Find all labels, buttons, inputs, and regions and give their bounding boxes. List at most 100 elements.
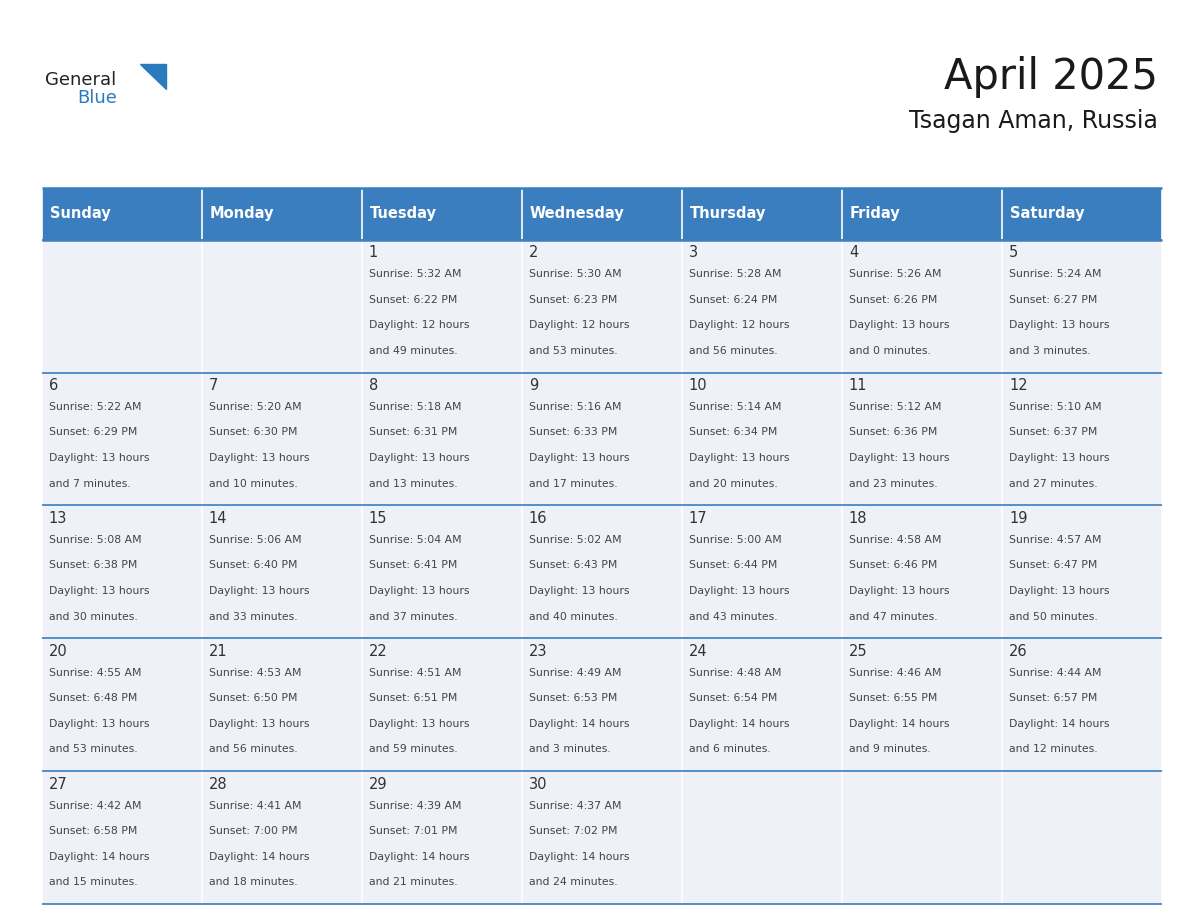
- Text: Friday: Friday: [851, 207, 901, 221]
- Bar: [522, 240, 682, 373]
- Text: Sunset: 6:31 PM: Sunset: 6:31 PM: [368, 428, 457, 438]
- Text: Sunrise: 5:08 AM: Sunrise: 5:08 AM: [49, 535, 141, 544]
- Text: 19: 19: [1009, 511, 1028, 526]
- Text: Sunrise: 4:37 AM: Sunrise: 4:37 AM: [529, 800, 621, 811]
- Text: Sunset: 6:37 PM: Sunset: 6:37 PM: [1009, 428, 1098, 438]
- Text: Monday: Monday: [210, 207, 274, 221]
- Text: 3: 3: [689, 245, 699, 260]
- Bar: [522, 373, 682, 506]
- Text: and 0 minutes.: and 0 minutes.: [849, 346, 930, 355]
- Text: and 3 minutes.: and 3 minutes.: [1009, 346, 1091, 355]
- Text: Sunset: 6:27 PM: Sunset: 6:27 PM: [1009, 295, 1098, 305]
- Bar: [1001, 771, 1162, 904]
- Bar: [682, 638, 842, 771]
- Text: Sunset: 6:23 PM: Sunset: 6:23 PM: [529, 295, 618, 305]
- Bar: [842, 373, 1001, 506]
- Text: Sunrise: 4:57 AM: Sunrise: 4:57 AM: [1009, 535, 1101, 544]
- Text: Sunrise: 5:14 AM: Sunrise: 5:14 AM: [689, 402, 782, 412]
- Text: Sunrise: 5:28 AM: Sunrise: 5:28 AM: [689, 269, 782, 279]
- Text: and 12 minutes.: and 12 minutes.: [1009, 744, 1098, 755]
- Text: and 53 minutes.: and 53 minutes.: [529, 346, 618, 355]
- Text: Sunset: 6:54 PM: Sunset: 6:54 PM: [689, 693, 777, 703]
- Text: Sunset: 6:57 PM: Sunset: 6:57 PM: [1009, 693, 1098, 703]
- Text: 10: 10: [689, 378, 708, 393]
- Text: Daylight: 14 hours: Daylight: 14 hours: [529, 719, 630, 729]
- Bar: [682, 506, 842, 638]
- Text: Daylight: 13 hours: Daylight: 13 hours: [368, 453, 469, 463]
- Text: and 24 minutes.: and 24 minutes.: [529, 878, 618, 888]
- Text: Daylight: 13 hours: Daylight: 13 hours: [209, 719, 309, 729]
- Bar: [202, 638, 361, 771]
- Text: and 53 minutes.: and 53 minutes.: [49, 744, 138, 755]
- Text: Sunrise: 4:39 AM: Sunrise: 4:39 AM: [368, 800, 461, 811]
- Text: Daylight: 14 hours: Daylight: 14 hours: [849, 719, 949, 729]
- Text: and 18 minutes.: and 18 minutes.: [209, 878, 297, 888]
- Text: Daylight: 13 hours: Daylight: 13 hours: [209, 586, 309, 596]
- Text: Sunrise: 4:53 AM: Sunrise: 4:53 AM: [209, 667, 302, 677]
- Text: Daylight: 14 hours: Daylight: 14 hours: [1009, 719, 1110, 729]
- Text: Sunset: 6:43 PM: Sunset: 6:43 PM: [529, 560, 618, 570]
- Text: Sunrise: 5:24 AM: Sunrise: 5:24 AM: [1009, 269, 1101, 279]
- Text: and 17 minutes.: and 17 minutes.: [529, 478, 618, 488]
- Text: Sunrise: 4:55 AM: Sunrise: 4:55 AM: [49, 667, 141, 677]
- Text: Sunset: 6:24 PM: Sunset: 6:24 PM: [689, 295, 777, 305]
- Text: Sunset: 6:30 PM: Sunset: 6:30 PM: [209, 428, 297, 438]
- Bar: [682, 240, 842, 373]
- Text: Daylight: 14 hours: Daylight: 14 hours: [49, 852, 150, 862]
- Text: Daylight: 13 hours: Daylight: 13 hours: [368, 586, 469, 596]
- Text: Daylight: 13 hours: Daylight: 13 hours: [689, 453, 789, 463]
- Bar: [361, 373, 522, 506]
- Text: Daylight: 13 hours: Daylight: 13 hours: [689, 586, 789, 596]
- Text: Daylight: 13 hours: Daylight: 13 hours: [849, 586, 949, 596]
- Bar: [682, 771, 842, 904]
- Text: 4: 4: [849, 245, 858, 260]
- Text: 28: 28: [209, 777, 227, 792]
- Text: 25: 25: [849, 644, 867, 659]
- Text: 18: 18: [849, 511, 867, 526]
- Bar: [361, 240, 522, 373]
- Text: Sunrise: 5:16 AM: Sunrise: 5:16 AM: [529, 402, 621, 412]
- Text: Daylight: 13 hours: Daylight: 13 hours: [529, 586, 630, 596]
- Text: Sunrise: 4:41 AM: Sunrise: 4:41 AM: [209, 800, 302, 811]
- Bar: [522, 771, 682, 904]
- Text: Thursday: Thursday: [690, 207, 766, 221]
- Text: and 56 minutes.: and 56 minutes.: [689, 346, 777, 355]
- Text: and 40 minutes.: and 40 minutes.: [529, 611, 618, 621]
- Text: Sunrise: 5:04 AM: Sunrise: 5:04 AM: [368, 535, 461, 544]
- Text: 8: 8: [368, 378, 378, 393]
- Text: Daylight: 12 hours: Daylight: 12 hours: [368, 320, 469, 330]
- Text: and 59 minutes.: and 59 minutes.: [368, 744, 457, 755]
- Text: Sunset: 6:34 PM: Sunset: 6:34 PM: [689, 428, 777, 438]
- Text: Sunset: 6:22 PM: Sunset: 6:22 PM: [368, 295, 457, 305]
- Text: Sunrise: 4:51 AM: Sunrise: 4:51 AM: [368, 667, 461, 677]
- Text: 1: 1: [368, 245, 378, 260]
- Text: 21: 21: [209, 644, 227, 659]
- Text: and 50 minutes.: and 50 minutes.: [1009, 611, 1098, 621]
- Text: and 23 minutes.: and 23 minutes.: [849, 478, 937, 488]
- Text: Daylight: 14 hours: Daylight: 14 hours: [209, 852, 309, 862]
- Text: Sunset: 7:00 PM: Sunset: 7:00 PM: [209, 826, 297, 836]
- Text: General: General: [45, 71, 116, 89]
- Text: Sunset: 6:44 PM: Sunset: 6:44 PM: [689, 560, 777, 570]
- Text: Sunset: 6:50 PM: Sunset: 6:50 PM: [209, 693, 297, 703]
- Text: 20: 20: [49, 644, 68, 659]
- Bar: [42, 638, 202, 771]
- Text: Daylight: 14 hours: Daylight: 14 hours: [689, 719, 789, 729]
- Text: and 10 minutes.: and 10 minutes.: [209, 478, 297, 488]
- Text: and 7 minutes.: and 7 minutes.: [49, 478, 131, 488]
- Text: 5: 5: [1009, 245, 1018, 260]
- Text: Sunset: 6:29 PM: Sunset: 6:29 PM: [49, 428, 137, 438]
- Text: and 56 minutes.: and 56 minutes.: [209, 744, 297, 755]
- Text: 29: 29: [368, 777, 387, 792]
- Text: Sunset: 6:36 PM: Sunset: 6:36 PM: [849, 428, 937, 438]
- Bar: [842, 771, 1001, 904]
- Text: Daylight: 13 hours: Daylight: 13 hours: [49, 453, 150, 463]
- Bar: [522, 638, 682, 771]
- Text: Daylight: 13 hours: Daylight: 13 hours: [1009, 586, 1110, 596]
- Text: 17: 17: [689, 511, 708, 526]
- Text: 16: 16: [529, 511, 548, 526]
- Bar: [361, 638, 522, 771]
- Text: and 37 minutes.: and 37 minutes.: [368, 611, 457, 621]
- Bar: [682, 373, 842, 506]
- Text: Sunset: 7:01 PM: Sunset: 7:01 PM: [368, 826, 457, 836]
